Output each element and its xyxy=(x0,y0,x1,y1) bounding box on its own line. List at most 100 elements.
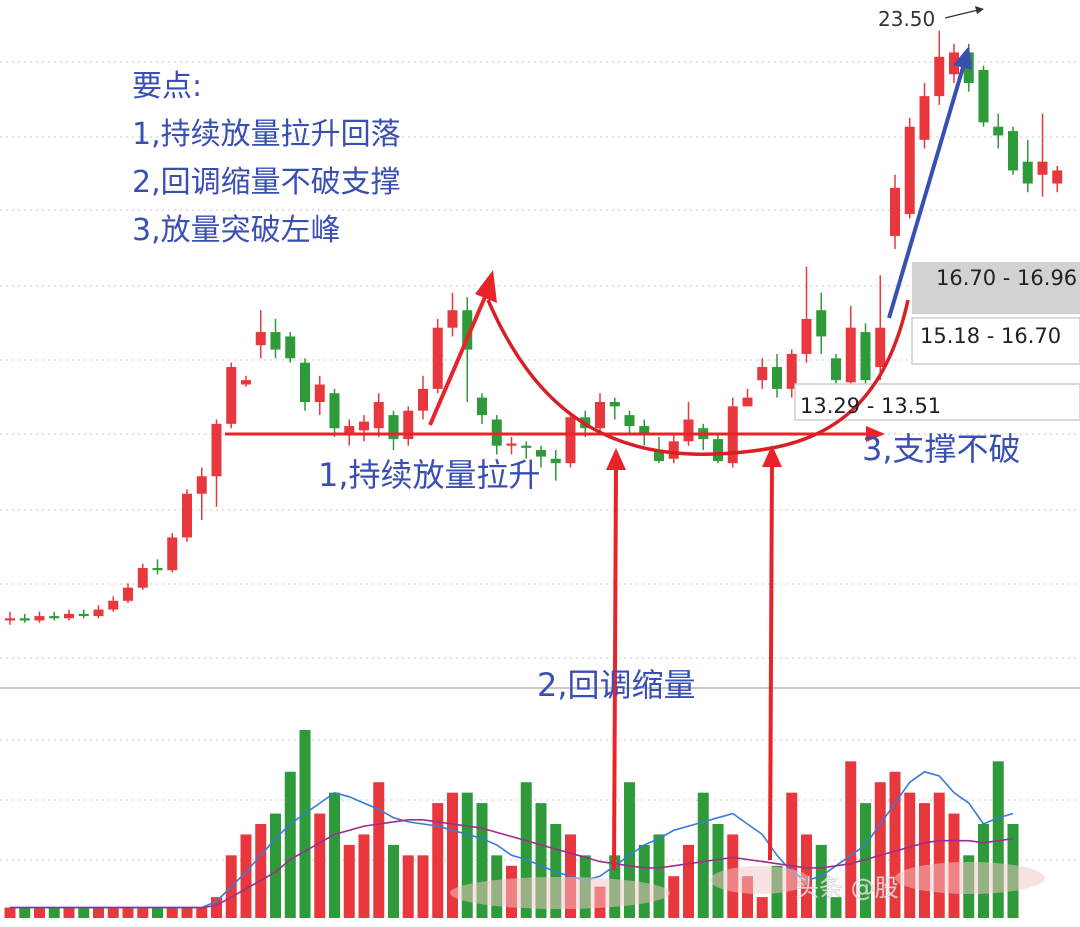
candle-body xyxy=(993,126,1004,136)
volume-bar xyxy=(63,907,75,918)
annotation-rise: 1,持续放量拉升 xyxy=(318,456,541,494)
rise-arrow-line xyxy=(428,289,490,426)
peak-label: 23.50 xyxy=(878,7,935,31)
candle-body xyxy=(152,568,163,571)
volume-bar xyxy=(668,876,680,918)
candle-body xyxy=(536,450,546,457)
volume-bar xyxy=(19,907,31,918)
volume-bar xyxy=(742,876,753,918)
zone-high-label: 16.70 - 16.96 xyxy=(936,266,1078,290)
volume-bar xyxy=(137,907,149,918)
volume-bar xyxy=(638,844,650,918)
watermark-text: 头条 @股 xyxy=(795,874,899,902)
volume-bar xyxy=(535,803,547,918)
candle-body xyxy=(300,362,310,402)
pullback-arrow-right xyxy=(768,461,774,861)
candle-body xyxy=(182,493,192,538)
volume-bar xyxy=(299,730,311,918)
candle-body xyxy=(801,318,812,354)
breakout-arrow-head xyxy=(953,46,972,70)
volume-bar xyxy=(683,844,694,918)
candle-body xyxy=(713,439,723,461)
zone-mid-label: 15.18 - 16.70 xyxy=(920,324,1062,348)
annotation-support: 3,支撑不破 xyxy=(862,430,1021,468)
candle-body xyxy=(550,458,561,464)
candle-body xyxy=(93,609,104,617)
volume-bar xyxy=(933,792,945,918)
rise-arrow-head xyxy=(475,270,497,303)
candle-body xyxy=(226,367,237,424)
zone-low-label: 13.29 - 13.51 xyxy=(800,394,942,418)
volume-bar xyxy=(786,792,798,918)
candle-body xyxy=(123,587,133,601)
candle-body xyxy=(388,415,399,440)
candle-body xyxy=(137,568,148,588)
note-item-1: 1,持续放量拉升回落 xyxy=(132,117,401,152)
candle-body xyxy=(255,332,266,346)
zone-high-box xyxy=(912,262,1080,314)
candle-body xyxy=(78,613,89,617)
zone-mid-box xyxy=(911,317,1080,365)
volume-bar xyxy=(314,813,326,918)
annotation-pullback: 2,回调缩量 xyxy=(537,666,696,704)
candle-body xyxy=(462,310,473,350)
rounded-bottom-curve xyxy=(486,299,910,457)
candle-body xyxy=(19,618,30,621)
candle-body xyxy=(1037,161,1048,175)
volume-bar xyxy=(93,907,104,918)
candle-body xyxy=(757,367,768,381)
candle-body xyxy=(742,397,753,407)
candle-body xyxy=(1022,161,1033,184)
candle-body xyxy=(1052,170,1063,184)
volume-bar xyxy=(166,907,178,918)
volume-bar xyxy=(152,907,163,918)
volume-bar xyxy=(889,771,901,918)
volume-bar xyxy=(417,855,429,918)
volume-bar xyxy=(476,803,488,918)
volume-bar xyxy=(447,792,458,918)
volume-bar xyxy=(830,897,842,918)
candle-body xyxy=(949,52,959,75)
candle-body xyxy=(506,443,517,446)
volume-bar xyxy=(48,907,60,918)
volume-bar xyxy=(181,907,193,918)
volume-bar xyxy=(4,907,16,918)
candle-body xyxy=(831,358,841,381)
volume-bar xyxy=(240,834,252,918)
candle-body xyxy=(167,537,178,571)
volume-bar xyxy=(992,761,1004,918)
volume-bar xyxy=(624,782,635,918)
volume-bar xyxy=(211,897,222,918)
volume-bar xyxy=(196,907,208,918)
pullback-arrow-left-head xyxy=(606,448,626,470)
note-item-3: 3,放量突破左峰 xyxy=(132,213,341,248)
candle-body xyxy=(447,310,458,328)
peak-pointer-head xyxy=(975,6,984,14)
candle-body xyxy=(64,613,74,619)
volume-bar xyxy=(919,803,930,918)
candle-body xyxy=(772,367,782,389)
volume-bar xyxy=(860,803,871,918)
candle-body xyxy=(314,384,325,402)
candle-body xyxy=(624,415,635,427)
candle-body xyxy=(639,426,650,433)
candle-body xyxy=(108,600,119,610)
volume-bar xyxy=(432,803,444,918)
candle-body xyxy=(934,56,945,97)
moving-averages xyxy=(10,770,1014,909)
candle-body xyxy=(344,426,355,433)
volume-bar xyxy=(107,907,119,918)
volume-bar xyxy=(270,813,281,918)
candle-body xyxy=(403,410,414,440)
pullback-arrow-left xyxy=(612,464,618,871)
candle-body xyxy=(654,450,664,461)
volume-bar xyxy=(520,782,532,918)
candle-body xyxy=(211,423,222,477)
watermark: 头条 @股 xyxy=(450,862,1045,909)
candle-body xyxy=(595,401,605,429)
candle-body xyxy=(5,618,15,621)
candle-body xyxy=(875,327,886,368)
candle-body xyxy=(241,380,251,385)
candle-body xyxy=(329,393,340,429)
volume-bar xyxy=(358,834,370,918)
